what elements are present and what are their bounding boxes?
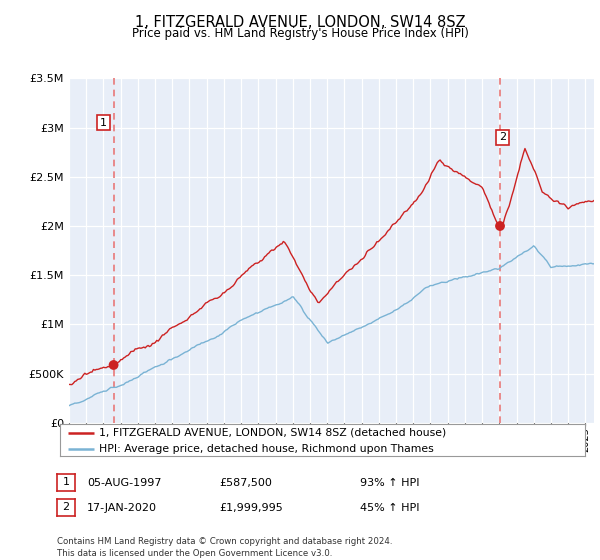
Text: 1: 1 <box>100 118 107 128</box>
Text: 1, FITZGERALD AVENUE, LONDON, SW14 8SZ (detached house): 1, FITZGERALD AVENUE, LONDON, SW14 8SZ (… <box>100 428 446 438</box>
Text: 45% ↑ HPI: 45% ↑ HPI <box>360 503 419 513</box>
Text: HPI: Average price, detached house, Richmond upon Thames: HPI: Average price, detached house, Rich… <box>100 444 434 454</box>
Point <box>495 222 505 231</box>
Point <box>109 361 118 370</box>
Text: Price paid vs. HM Land Registry's House Price Index (HPI): Price paid vs. HM Land Registry's House … <box>131 27 469 40</box>
Text: £1,999,995: £1,999,995 <box>219 503 283 513</box>
Text: £587,500: £587,500 <box>219 478 272 488</box>
Text: 05-AUG-1997: 05-AUG-1997 <box>87 478 161 488</box>
Text: 17-JAN-2020: 17-JAN-2020 <box>87 503 157 513</box>
Text: 2: 2 <box>499 133 506 142</box>
Text: Contains HM Land Registry data © Crown copyright and database right 2024.
This d: Contains HM Land Registry data © Crown c… <box>57 537 392 558</box>
Text: 2: 2 <box>62 502 70 512</box>
Text: 1, FITZGERALD AVENUE, LONDON, SW14 8SZ: 1, FITZGERALD AVENUE, LONDON, SW14 8SZ <box>134 15 466 30</box>
Text: 1: 1 <box>62 477 70 487</box>
Text: 93% ↑ HPI: 93% ↑ HPI <box>360 478 419 488</box>
